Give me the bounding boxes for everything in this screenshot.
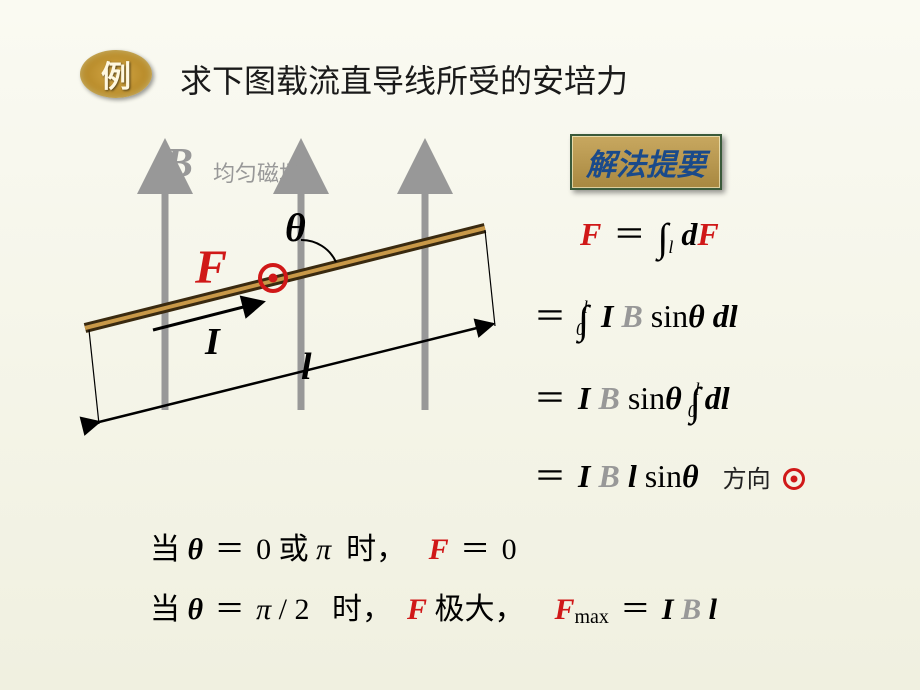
c2-B: B <box>681 593 701 626</box>
c1-theta: θ <box>188 533 204 566</box>
eq4-equals: ＝ <box>530 458 570 494</box>
eq2-int-lo: 0 <box>576 319 585 339</box>
eq2-dl: l <box>729 298 738 334</box>
condition-line-2: 当 θ ＝ π / 2 时， F 极大， Fmax ＝ I B l <box>150 580 717 640</box>
c2-l: l <box>709 593 717 626</box>
diagram-i-symbol: I <box>205 320 220 364</box>
c1-time: 时， <box>346 533 406 566</box>
equation-line-1: F ＝ ∫l dF <box>530 200 805 276</box>
c2-theta: θ <box>188 593 204 626</box>
c1-when: 当 <box>150 533 180 566</box>
c1-zero: 0 <box>256 533 271 566</box>
c1-F: F <box>429 533 449 566</box>
equation-line-2: ＝ ∫l0 I B sinθ dl <box>530 282 805 358</box>
eq4-I: I <box>578 458 590 494</box>
diagram-f-symbol: F <box>195 240 227 295</box>
eq1-dF: F <box>697 216 718 252</box>
equation-block: F ＝ ∫l dF ＝ ∫l0 I B sinθ dl ＝ I B sinθ ∫… <box>530 200 805 513</box>
eq3-equals: ＝ <box>530 380 570 416</box>
eq4-B: B <box>598 458 619 494</box>
c2-eq2: ＝ <box>616 593 654 626</box>
eq1-F: F <box>580 216 601 252</box>
diagram-b-label: 均匀磁场 <box>213 156 301 188</box>
c2-pi: π <box>256 593 271 626</box>
c2-slash: / <box>279 593 287 626</box>
c2-two: 2 <box>294 593 309 626</box>
c1-eq2: ＝ <box>456 533 494 566</box>
eq2-sin: sin <box>651 298 688 334</box>
eq3-theta: θ <box>665 380 682 416</box>
diagram-b-symbol: B <box>165 140 193 188</box>
conditions-block: 当 θ ＝ 0 或 π 时， F ＝ 0 当 θ ＝ π / 2 时， F 极大… <box>150 520 717 640</box>
eq3-d: d <box>705 380 721 416</box>
c1-eq1: ＝ <box>211 533 249 566</box>
eq2-B: B <box>621 298 642 334</box>
c2-Fmax-F: F <box>554 593 574 626</box>
equation-line-3: ＝ I B sinθ ∫l0 dl <box>530 364 805 440</box>
equation-line-4: ＝ I B l sinθ 方向 <box>530 446 805 507</box>
eq3-int-lo: 0 <box>688 401 697 421</box>
eq2-theta: θ <box>688 298 705 334</box>
eq2-I: I <box>601 298 613 334</box>
c2-F: F <box>407 593 427 626</box>
eq4-sin: sin <box>645 458 682 494</box>
page-title: 求下图载流直导线所受的安培力 <box>180 56 628 102</box>
eq2-d: d <box>713 298 729 334</box>
condition-line-1: 当 θ ＝ 0 或 π 时， F ＝ 0 <box>150 520 717 580</box>
c1-zero2: 0 <box>502 533 517 566</box>
c2-time: 时， <box>332 593 392 626</box>
c2-eq1: ＝ <box>211 593 249 626</box>
out-of-page-icon <box>783 468 805 490</box>
eq1-int-sub: l <box>668 237 673 257</box>
eq3-B: B <box>598 380 619 416</box>
eq3-sin: sin <box>628 380 665 416</box>
example-badge: 例 <box>80 50 152 98</box>
eq1-equals: ＝ <box>609 216 649 252</box>
eq4-theta: θ <box>682 458 699 494</box>
eq1-d: d <box>681 216 697 252</box>
eq4-l: l <box>628 458 637 494</box>
physics-diagram: B 均匀磁场 θ F I l <box>55 130 535 470</box>
eq3-dl: l <box>721 380 730 416</box>
c2-extreme: 极大， <box>434 593 524 626</box>
diagram-theta-symbol: θ <box>285 204 306 251</box>
eq2-equals: ＝ <box>530 298 570 334</box>
c2-Fmax-sub: max <box>574 606 608 628</box>
c1-or: 或 <box>279 533 309 566</box>
diagram-l-symbol: l <box>301 345 312 389</box>
method-badge: 解法提要 <box>570 134 722 190</box>
c2-I: I <box>662 593 674 626</box>
eq2-int-hi: l <box>583 297 588 317</box>
eq1-integral: ∫ <box>657 215 668 260</box>
c1-pi: π <box>316 533 331 566</box>
eq4-direction-label: 方向 <box>723 467 771 493</box>
c2-when: 当 <box>150 593 180 626</box>
eq3-int-hi: l <box>695 379 700 399</box>
eq3-I: I <box>578 380 590 416</box>
